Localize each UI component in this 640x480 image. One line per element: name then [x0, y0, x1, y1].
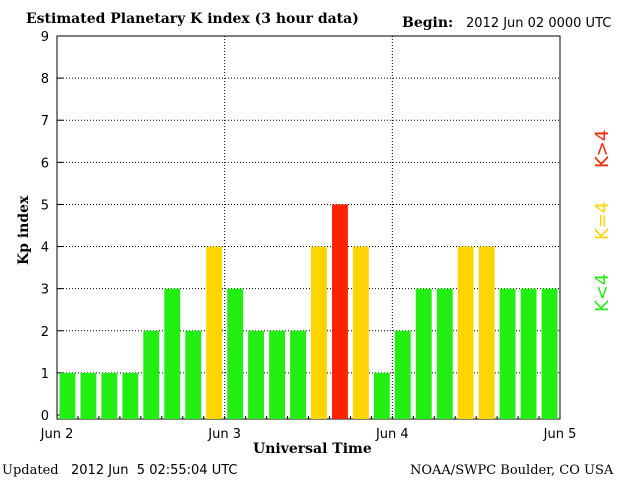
begin-value: 2012 Jun 02 0000 UTC — [466, 16, 611, 31]
kp-bar — [332, 204, 348, 419]
kp-bar — [227, 288, 244, 419]
kp-bar — [143, 330, 160, 419]
x-tick-label: Jun 5 — [543, 427, 577, 442]
kp-bar — [520, 288, 537, 419]
kp-bar — [164, 288, 181, 419]
x-axis-ticks: Jun 2 Jun 3 Jun 4 Jun 5 — [40, 427, 577, 442]
kp-bar — [394, 330, 411, 419]
x-axis-label: Universal Time — [253, 441, 372, 457]
kp-bar — [499, 288, 516, 419]
kp-bar — [206, 246, 223, 419]
kp-bar — [436, 288, 453, 419]
kp-bar — [415, 288, 432, 419]
legend-low: K<4 — [592, 274, 613, 312]
y-tick-label: 2 — [41, 325, 49, 340]
grid-lines — [56, 35, 561, 419]
chart-title: Estimated Planetary K index (3 hour data… — [26, 11, 359, 27]
y-axis-label: Kp index — [16, 195, 32, 265]
kp-bar — [541, 288, 558, 419]
kp-bar — [352, 246, 369, 419]
kp-bar — [185, 330, 202, 419]
kp-bar — [290, 330, 306, 419]
kp-bar — [59, 372, 76, 419]
y-axis-ticks: 0 1 2 3 4 5 6 7 8 9 — [41, 30, 49, 424]
bars-group — [59, 204, 558, 419]
x-tick-label: Jun 2 — [40, 427, 74, 442]
kp-bar — [122, 372, 139, 419]
x-tick-label: Jun 3 — [207, 427, 241, 442]
kp-bar — [248, 330, 264, 419]
begin-label: Begin: — [402, 15, 453, 31]
y-tick-label: 7 — [41, 114, 49, 129]
kp-bar — [101, 372, 118, 419]
y-tick-label: 8 — [41, 72, 49, 87]
y-tick-label: 4 — [41, 241, 49, 256]
source-credit: NOAA/SWPC Boulder, CO USA — [410, 463, 614, 478]
kp-bar — [478, 246, 495, 419]
legend-equal: K=4 — [592, 202, 613, 240]
updated-value: 2012 Jun 5 02:55:04 UTC — [71, 463, 238, 478]
legend-high: K>4 — [592, 130, 613, 168]
y-tick-label: 5 — [41, 198, 49, 213]
y-tick-label: 9 — [41, 30, 49, 45]
updated-label: Updated — [2, 463, 59, 478]
kp-bar — [80, 372, 97, 419]
x-tick-label: Jun 4 — [375, 427, 409, 442]
y-tick-label: 1 — [41, 367, 49, 382]
kp-bar — [311, 246, 327, 419]
y-tick-label: 6 — [41, 156, 49, 171]
kp-bar — [373, 372, 390, 419]
kp-bar — [457, 246, 474, 419]
kp-bar — [269, 330, 285, 419]
y-tick-label: 3 — [41, 283, 49, 298]
y-tick-label: 0 — [41, 409, 49, 424]
